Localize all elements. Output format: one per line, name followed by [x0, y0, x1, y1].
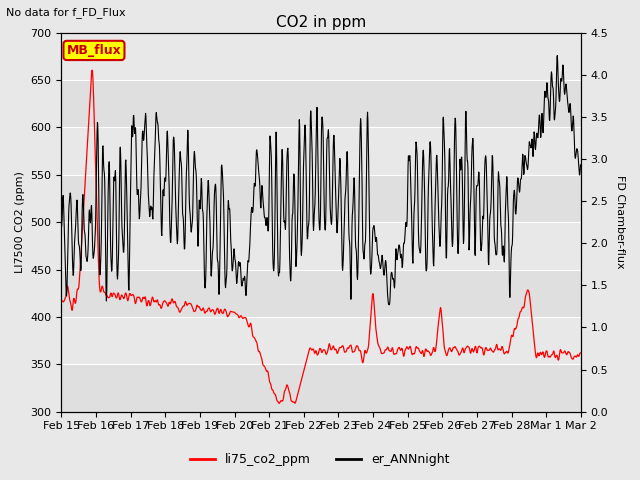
Y-axis label: FD Chamber-flux: FD Chamber-flux — [615, 175, 625, 269]
Legend: li75_co2_ppm, er_ANNnight: li75_co2_ppm, er_ANNnight — [186, 448, 454, 471]
Bar — [61, 364, 581, 412]
Bar — [61, 175, 581, 222]
Bar — [61, 80, 581, 127]
Bar — [61, 269, 581, 317]
Text: No data for f_FD_Flux: No data for f_FD_Flux — [6, 7, 126, 18]
Title: CO2 in ppm: CO2 in ppm — [276, 15, 366, 30]
Y-axis label: LI7500 CO2 (ppm): LI7500 CO2 (ppm) — [15, 171, 25, 273]
Text: MB_flux: MB_flux — [67, 44, 122, 57]
